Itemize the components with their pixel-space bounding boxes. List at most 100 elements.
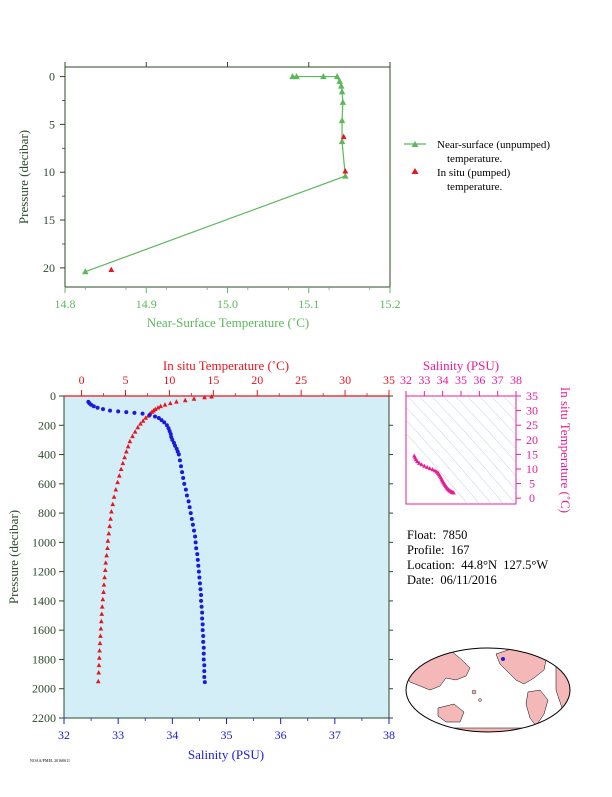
profile-temperature-label: In situ Temperature (˚C) — [163, 358, 289, 373]
float-location-marker — [501, 657, 505, 661]
temperature-profile-point — [162, 402, 168, 407]
near-surface-point — [342, 172, 349, 179]
ts-density-contour — [430, 396, 516, 491]
temperature-profile-point — [182, 397, 188, 403]
profile-salinity-label: Salinity (PSU) — [188, 747, 264, 762]
ts-point — [427, 465, 432, 471]
near-surface-line — [85, 75, 346, 273]
near-surface-point — [338, 116, 346, 124]
temperature-profile-point — [100, 596, 106, 602]
near-surface-plot-frame — [64, 66, 391, 288]
temperature-profile-point — [111, 494, 117, 499]
pressure-tick-label: 1000 — [32, 535, 56, 549]
salinity-profile-point — [200, 616, 205, 621]
ts-series — [412, 453, 456, 495]
salinity-profile-point — [159, 418, 164, 423]
salinity-profile-point — [199, 604, 204, 609]
temperature-profile-point — [140, 418, 146, 423]
salinity-profile-point — [197, 575, 202, 580]
temperature-profile-point — [103, 560, 109, 565]
salinity-profile-point — [201, 651, 206, 656]
salinity-profile-point — [124, 410, 129, 415]
location-value: 44.8°N 127.5°W — [461, 558, 549, 572]
ts-density-contour — [442, 396, 516, 477]
near-surface-x-ticks: 14.8 14.9 15.0 15.1 15.2 — [55, 62, 401, 311]
ts-y-tick-label: 20 — [526, 433, 538, 447]
float-value: 7850 — [442, 528, 468, 542]
temperature-profile-point — [109, 509, 114, 514]
near-surface-point — [338, 88, 346, 95]
salinity-profile-point — [198, 587, 203, 592]
in-situ-point — [342, 168, 349, 174]
salinity-profile-point — [199, 593, 204, 598]
near-surface-y-label: Pressure (decibar) — [16, 130, 31, 224]
temperature-profile-point — [155, 405, 161, 410]
temperature-profile-point — [167, 400, 173, 406]
legend-near-surface-line1: Near-surface (unpumped) — [437, 139, 550, 151]
map-antarctica — [406, 727, 570, 732]
temperature-profile-point — [110, 501, 116, 507]
salinity-profile-point — [188, 511, 193, 516]
temperature-profile-point — [105, 538, 111, 543]
salinity-profile-point — [187, 505, 192, 510]
ts-y-tick-label: 30 — [526, 404, 538, 418]
location-label: Location: — [407, 558, 455, 572]
map-australia — [437, 703, 465, 723]
temperature-tick-label: 0 — [79, 373, 85, 387]
near-surface-point — [320, 72, 327, 80]
near-surface-legend: Near-surface (unpumped) temperature. In … — [404, 139, 550, 193]
temperature-profile-point — [158, 403, 163, 409]
temperature-profile-point — [99, 604, 105, 609]
salinity-profile-point — [140, 411, 145, 416]
pressure-tick-label: 2200 — [32, 711, 56, 725]
temperature-profile-point — [98, 618, 104, 624]
ts-y-tick-label: 5 — [529, 477, 535, 491]
temperature-profile-point — [102, 567, 108, 572]
ts-point — [415, 458, 420, 464]
temperature-profile-point — [113, 487, 119, 492]
near-surface-x-tick-label: 14.9 — [136, 297, 157, 311]
temperature-tick-label: 10 — [163, 373, 175, 387]
temperature-profile-point — [95, 678, 101, 684]
temperature-profile-point — [132, 429, 138, 434]
salinity-profile-point — [170, 437, 175, 442]
temperature-tick-label: 35 — [383, 373, 395, 387]
temperature-profile-point — [96, 662, 102, 668]
salinity-profile-point — [193, 534, 198, 539]
salinity-profile-point — [176, 452, 181, 457]
ts-y-label: In situ Temperature (˚C) — [558, 387, 573, 513]
ts-y-tick-label: 10 — [526, 462, 538, 476]
date-value: 06/11/2016 — [440, 573, 497, 587]
salinity-profile-point — [201, 639, 206, 644]
salinity-profile-point — [173, 443, 178, 448]
ts-x-tick-label: 37 — [492, 373, 504, 387]
float-label: Float: — [407, 528, 437, 542]
ts-point — [424, 464, 430, 469]
salinity-profile-point — [201, 634, 206, 639]
temperature-profile-point — [98, 626, 104, 631]
profile-label: Profile: — [407, 543, 445, 557]
pressure-tick-label: 200 — [38, 418, 56, 432]
ts-y-tick-label: 35 — [526, 389, 538, 403]
near-surface-y-tick-label: 15 — [43, 213, 55, 227]
temperature-tick-label: 20 — [251, 373, 263, 387]
near-surface-point — [336, 77, 343, 84]
temperature-profile-point — [107, 523, 113, 529]
salinity-profile-point — [190, 522, 195, 527]
salinity-profile-point — [184, 493, 189, 498]
salinity-profile-point — [179, 464, 183, 469]
temperature-profile-point — [106, 530, 112, 536]
salinity-profile-point — [91, 404, 96, 409]
temperature-profile-point — [135, 424, 141, 430]
temperature-profile-point — [96, 670, 102, 675]
salinity-profile-point — [193, 540, 198, 545]
locator-map — [405, 647, 571, 733]
ts-point — [417, 460, 422, 465]
near-surface-x-tick-label: 14.8 — [55, 297, 76, 311]
ts-y-tick-label: 25 — [526, 418, 538, 432]
date-row: Date: 06/11/2016 — [407, 573, 548, 588]
near-surface-series — [82, 72, 349, 275]
